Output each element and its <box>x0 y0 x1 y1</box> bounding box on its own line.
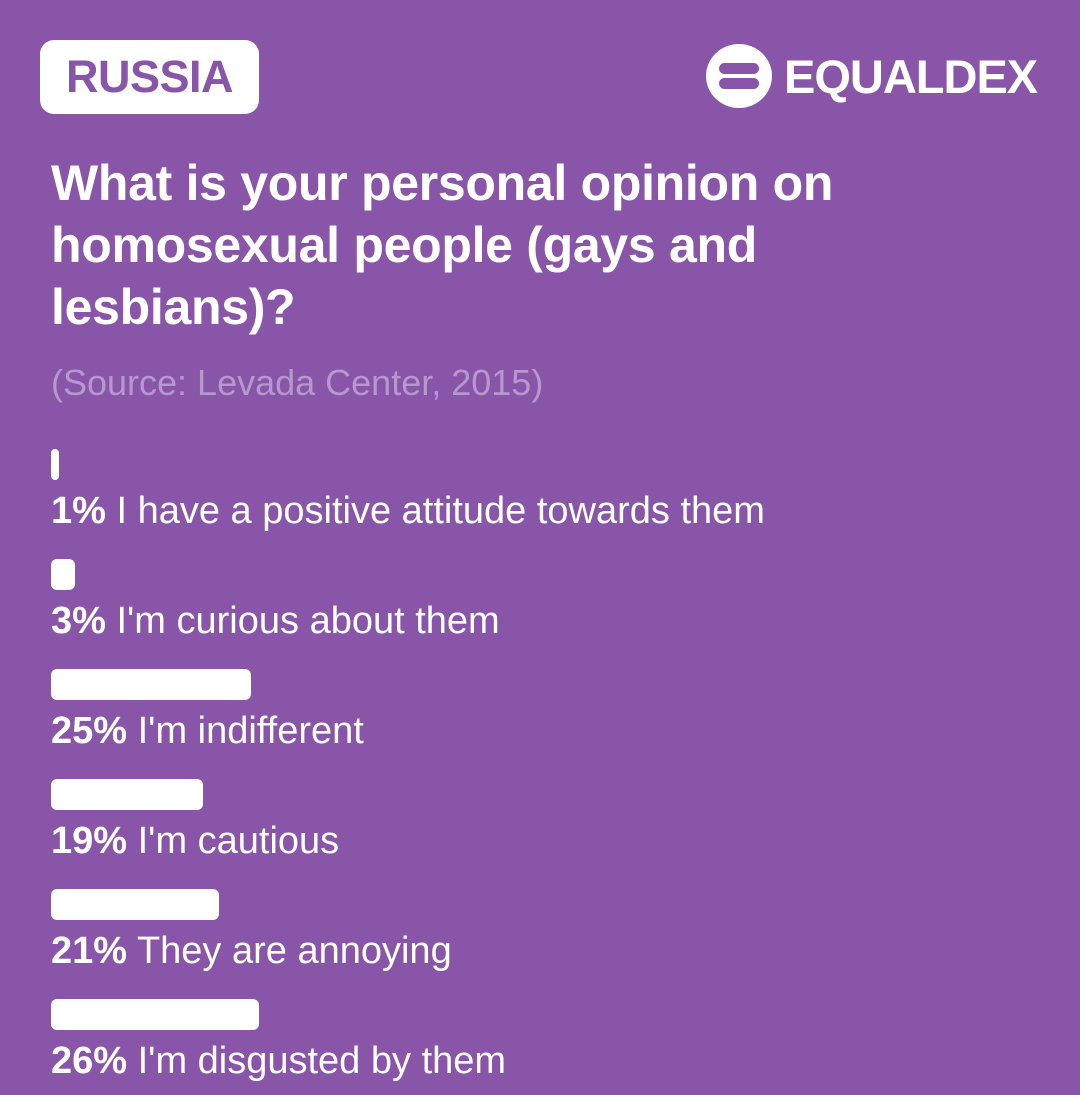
chart-bar <box>51 449 59 480</box>
question-title: What is your personal opinion on homosex… <box>51 155 834 335</box>
chart-value-label: 3% <box>51 600 106 642</box>
chart-row-label: 25% I'm indifferent <box>51 708 364 754</box>
chart-bar <box>51 559 75 590</box>
chart-bar <box>51 999 259 1030</box>
chart-row-label: 26% I'm disgusted by them <box>51 1038 506 1084</box>
brand: EQUALDEX <box>706 44 1038 108</box>
chart-category-label: They are annoying <box>136 930 452 972</box>
chart-bar <box>51 779 203 810</box>
chart-bar <box>51 889 219 920</box>
chart-value-label: 19% <box>51 820 128 862</box>
chart-row: 26% I'm disgusted by them <box>51 999 1011 1095</box>
chart-category-label: I'm disgusted by them <box>137 1040 507 1082</box>
chart-value-label: 1% <box>51 490 106 532</box>
country-label: RUSSIA <box>65 51 234 102</box>
chart-row-label: 19% I'm cautious <box>51 818 339 864</box>
chart-row-label: 1% I have a positive attitude towards th… <box>51 488 765 534</box>
equaldex-logo-icon <box>706 44 772 108</box>
chart-value-label: 25% <box>51 710 128 752</box>
chart-row-label: 3% I'm curious about them <box>51 598 500 644</box>
chart-value-label: 21% <box>51 930 128 972</box>
chart-category-label: I'm cautious <box>137 820 340 862</box>
brand-name: EQUALDEX <box>784 49 1038 103</box>
country-badge: RUSSIA <box>40 40 259 114</box>
chart-row: 19% I'm cautious <box>51 779 1011 875</box>
chart-row: 21% They are annoying <box>51 889 1011 985</box>
chart-value-label: 26% <box>51 1040 128 1082</box>
chart-row-label: 21% They are annoying <box>51 928 452 974</box>
chart-category-label: I have a positive attitude towards them <box>116 490 765 532</box>
chart-bar <box>51 669 251 700</box>
chart-category-label: I'm curious about them <box>116 600 500 642</box>
chart-row: 3% I'm curious about them <box>51 559 1011 655</box>
chart-row: 25% I'm indifferent <box>51 669 1011 765</box>
chart-category-label: I'm indifferent <box>137 710 364 752</box>
chart-row: 1% I have a positive attitude towards th… <box>51 449 1011 545</box>
source-note: (Source: Levada Center, 2015) <box>51 362 544 403</box>
